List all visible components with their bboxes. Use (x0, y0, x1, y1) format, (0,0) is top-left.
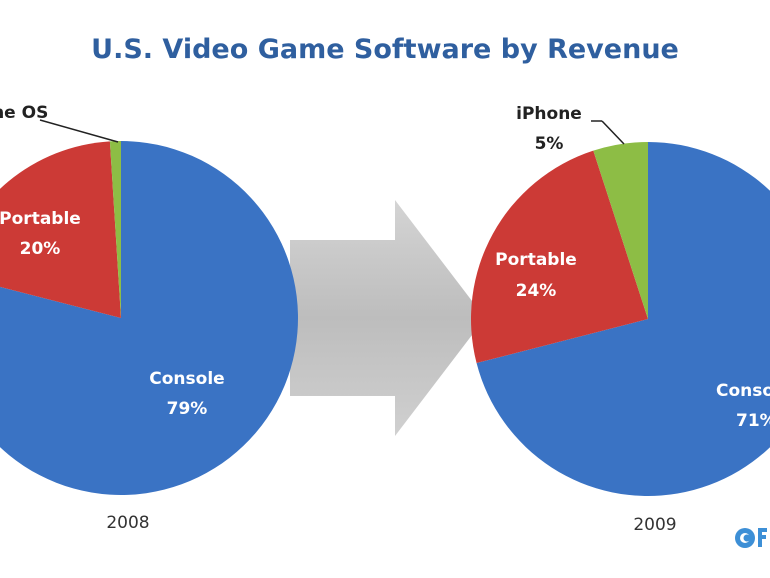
chart-title: U.S. Video Game Software by Revenue (91, 34, 679, 65)
pie-slice-portable (0, 141, 121, 318)
label-2008-iphone-os: iPhone OS (0, 103, 48, 123)
leader-line-2008 (39, 119, 119, 143)
value-2009-portable: 24% (516, 281, 557, 301)
pie-slice-portable (471, 150, 648, 364)
pie-slice-iphone (593, 142, 648, 319)
pie-slice-console (476, 142, 770, 496)
pie-2009 (471, 142, 770, 496)
caption-2009: 2009 (633, 515, 676, 535)
label-2008-portable: Portable (0, 209, 81, 229)
pie-slice-iphone-os (109, 141, 121, 318)
leader-line-2009-diagonal (601, 120, 625, 145)
pie-slice-console (0, 141, 298, 495)
value-2009-console: 71% (736, 411, 770, 431)
value-2008-portable: 20% (20, 239, 61, 259)
label-2008-console: Console (149, 369, 224, 389)
circle-logo-icon (735, 528, 767, 548)
label-2009-console: Console (716, 381, 770, 401)
label-2009-iphone: iPhone (516, 104, 582, 124)
pie-2008 (0, 141, 298, 495)
value-2008-console: 79% (167, 399, 208, 419)
transition-arrow (290, 200, 485, 436)
value-2009-iphone: 5% (535, 134, 564, 154)
label-2009-portable: Portable (495, 250, 577, 270)
caption-2008: 2008 (106, 513, 149, 533)
